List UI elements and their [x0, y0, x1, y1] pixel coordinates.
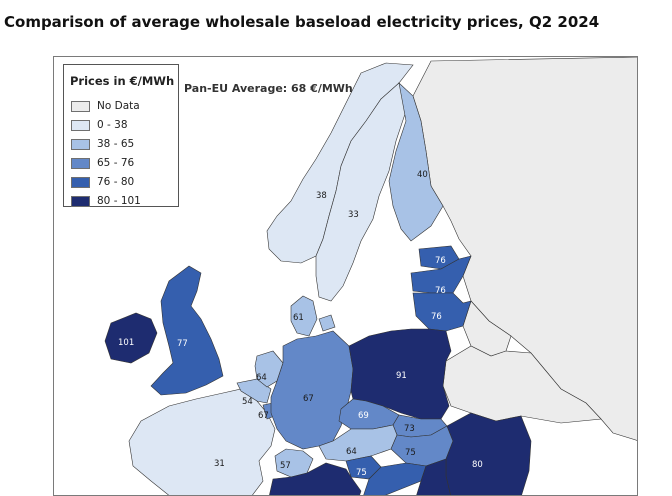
- europe-map: 101 77 38 33 40 76 76 76 61 64 54 67 67 …: [54, 57, 637, 495]
- price-label-norway: 38: [316, 191, 327, 201]
- price-label-finland: 40: [417, 170, 428, 180]
- price-label-great-britain: 77: [177, 339, 188, 349]
- region-denmark-islands: [318, 314, 336, 332]
- region-denmark: [290, 295, 318, 337]
- region-switzerland: [274, 448, 314, 478]
- region-france: [128, 388, 276, 495]
- legend-swatch: [71, 120, 90, 131]
- price-label-lithuania: 76: [431, 312, 442, 322]
- region-ireland: [104, 312, 158, 364]
- legend-swatch: [71, 196, 90, 207]
- legend-swatch: [71, 158, 90, 169]
- price-label-switzerland: 57: [280, 461, 291, 471]
- legend-label: 65 - 76: [97, 157, 135, 169]
- price-label-romania: 80: [472, 460, 483, 470]
- legend-label: 38 - 65: [97, 138, 135, 150]
- price-label-luxembourg: 67: [258, 411, 269, 421]
- region-finland: [388, 82, 444, 242]
- region-ukraine: [442, 345, 602, 424]
- price-label-estonia: 76: [435, 256, 446, 266]
- price-label-denmark: 61: [293, 313, 304, 323]
- region-netherlands: [254, 350, 284, 388]
- price-label-slovenia: 75: [356, 468, 367, 478]
- legend-label: 76 - 80: [97, 176, 135, 188]
- price-label-austria: 64: [346, 447, 357, 457]
- price-label-germany: 67: [303, 394, 314, 404]
- price-label-poland: 91: [396, 371, 407, 381]
- region-romania: [445, 412, 532, 495]
- legend-title: Prices in €/MWh: [70, 74, 175, 88]
- map-legend: Prices in €/MWh No Data 0 - 38 38 - 65 6…: [63, 64, 179, 207]
- region-sweden: [315, 82, 407, 302]
- price-label-sweden: 33: [348, 210, 359, 220]
- region-great-britain: [150, 265, 224, 396]
- legend-label: 80 - 101: [97, 195, 141, 207]
- legend-label: 0 - 38: [97, 119, 128, 131]
- price-label-ireland: 101: [118, 338, 134, 348]
- region-lithuania: [412, 292, 472, 332]
- price-label-netherlands: 64: [256, 373, 267, 383]
- legend-swatch: [71, 139, 90, 150]
- legend-label: No Data: [97, 100, 140, 112]
- price-label-slovakia: 73: [404, 424, 415, 434]
- legend-swatch: [71, 177, 90, 188]
- map-title: Comparison of average wholesale baseload…: [4, 13, 600, 31]
- pan-eu-average: Pan-EU Average: 68 €/MWh: [184, 82, 353, 95]
- price-label-france: 31: [214, 459, 225, 469]
- legend-swatch: [71, 101, 90, 112]
- map-frame: 101 77 38 33 40 76 76 76 61 64 54 67 67 …: [53, 56, 638, 496]
- region-latvia: [410, 255, 472, 294]
- price-label-latvia: 76: [435, 286, 446, 296]
- price-label-czechia: 69: [358, 411, 369, 421]
- price-label-belgium: 54: [242, 397, 253, 407]
- price-label-hungary: 75: [405, 448, 416, 458]
